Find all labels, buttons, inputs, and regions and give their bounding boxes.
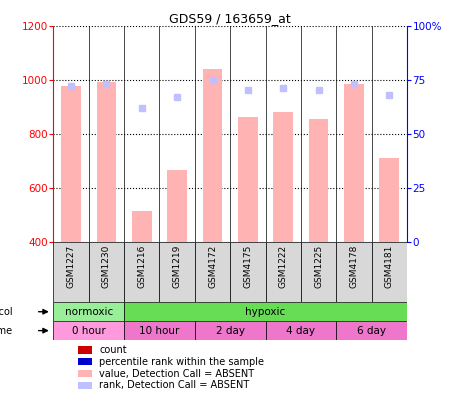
Bar bbox=[78, 370, 93, 377]
Bar bbox=[309, 119, 328, 242]
Text: GSM1227: GSM1227 bbox=[66, 245, 76, 288]
Text: percentile rank within the sample: percentile rank within the sample bbox=[100, 357, 265, 367]
Bar bbox=[238, 118, 258, 242]
Bar bbox=[53, 302, 124, 321]
Text: GSM1219: GSM1219 bbox=[173, 245, 182, 288]
Text: count: count bbox=[100, 345, 127, 355]
Text: 2 day: 2 day bbox=[216, 326, 245, 336]
Bar bbox=[167, 170, 187, 242]
Bar bbox=[230, 242, 266, 302]
Bar bbox=[78, 346, 93, 354]
Title: GDS59 / 163659_at: GDS59 / 163659_at bbox=[169, 11, 291, 25]
Bar bbox=[379, 158, 399, 242]
Text: GSM1225: GSM1225 bbox=[314, 245, 323, 288]
Text: normoxic: normoxic bbox=[65, 307, 113, 317]
Text: hypoxic: hypoxic bbox=[246, 307, 286, 317]
Text: 4 day: 4 day bbox=[286, 326, 315, 336]
Text: GSM4178: GSM4178 bbox=[349, 245, 359, 288]
Text: GSM1230: GSM1230 bbox=[102, 245, 111, 288]
Bar bbox=[89, 242, 124, 302]
Bar bbox=[124, 242, 159, 302]
Text: protocol: protocol bbox=[0, 307, 13, 317]
Text: 6 day: 6 day bbox=[357, 326, 386, 336]
Text: GSM4172: GSM4172 bbox=[208, 245, 217, 288]
Text: 0 hour: 0 hour bbox=[72, 326, 106, 336]
Text: rank, Detection Call = ABSENT: rank, Detection Call = ABSENT bbox=[100, 381, 250, 390]
Bar bbox=[78, 382, 93, 389]
Bar bbox=[336, 321, 407, 340]
Bar bbox=[344, 84, 364, 242]
Bar bbox=[61, 86, 81, 242]
Bar bbox=[195, 242, 230, 302]
Text: 10 hour: 10 hour bbox=[140, 326, 179, 336]
Text: time: time bbox=[0, 326, 13, 336]
Bar bbox=[203, 69, 222, 242]
Bar bbox=[273, 112, 293, 242]
Bar bbox=[132, 211, 152, 242]
Bar bbox=[124, 321, 195, 340]
Text: GSM4181: GSM4181 bbox=[385, 245, 394, 288]
Text: GSM1222: GSM1222 bbox=[279, 245, 288, 288]
Bar bbox=[97, 82, 116, 242]
Text: GSM4175: GSM4175 bbox=[243, 245, 252, 288]
Bar bbox=[53, 242, 89, 302]
Bar bbox=[53, 321, 124, 340]
Text: value, Detection Call = ABSENT: value, Detection Call = ABSENT bbox=[100, 369, 254, 379]
Bar bbox=[195, 321, 266, 340]
Bar bbox=[372, 242, 407, 302]
Bar bbox=[266, 242, 301, 302]
Bar bbox=[266, 321, 336, 340]
Bar bbox=[159, 242, 195, 302]
Bar bbox=[124, 302, 407, 321]
Bar bbox=[301, 242, 336, 302]
Bar bbox=[78, 358, 93, 366]
Bar bbox=[336, 242, 372, 302]
Text: GSM1216: GSM1216 bbox=[137, 245, 146, 288]
